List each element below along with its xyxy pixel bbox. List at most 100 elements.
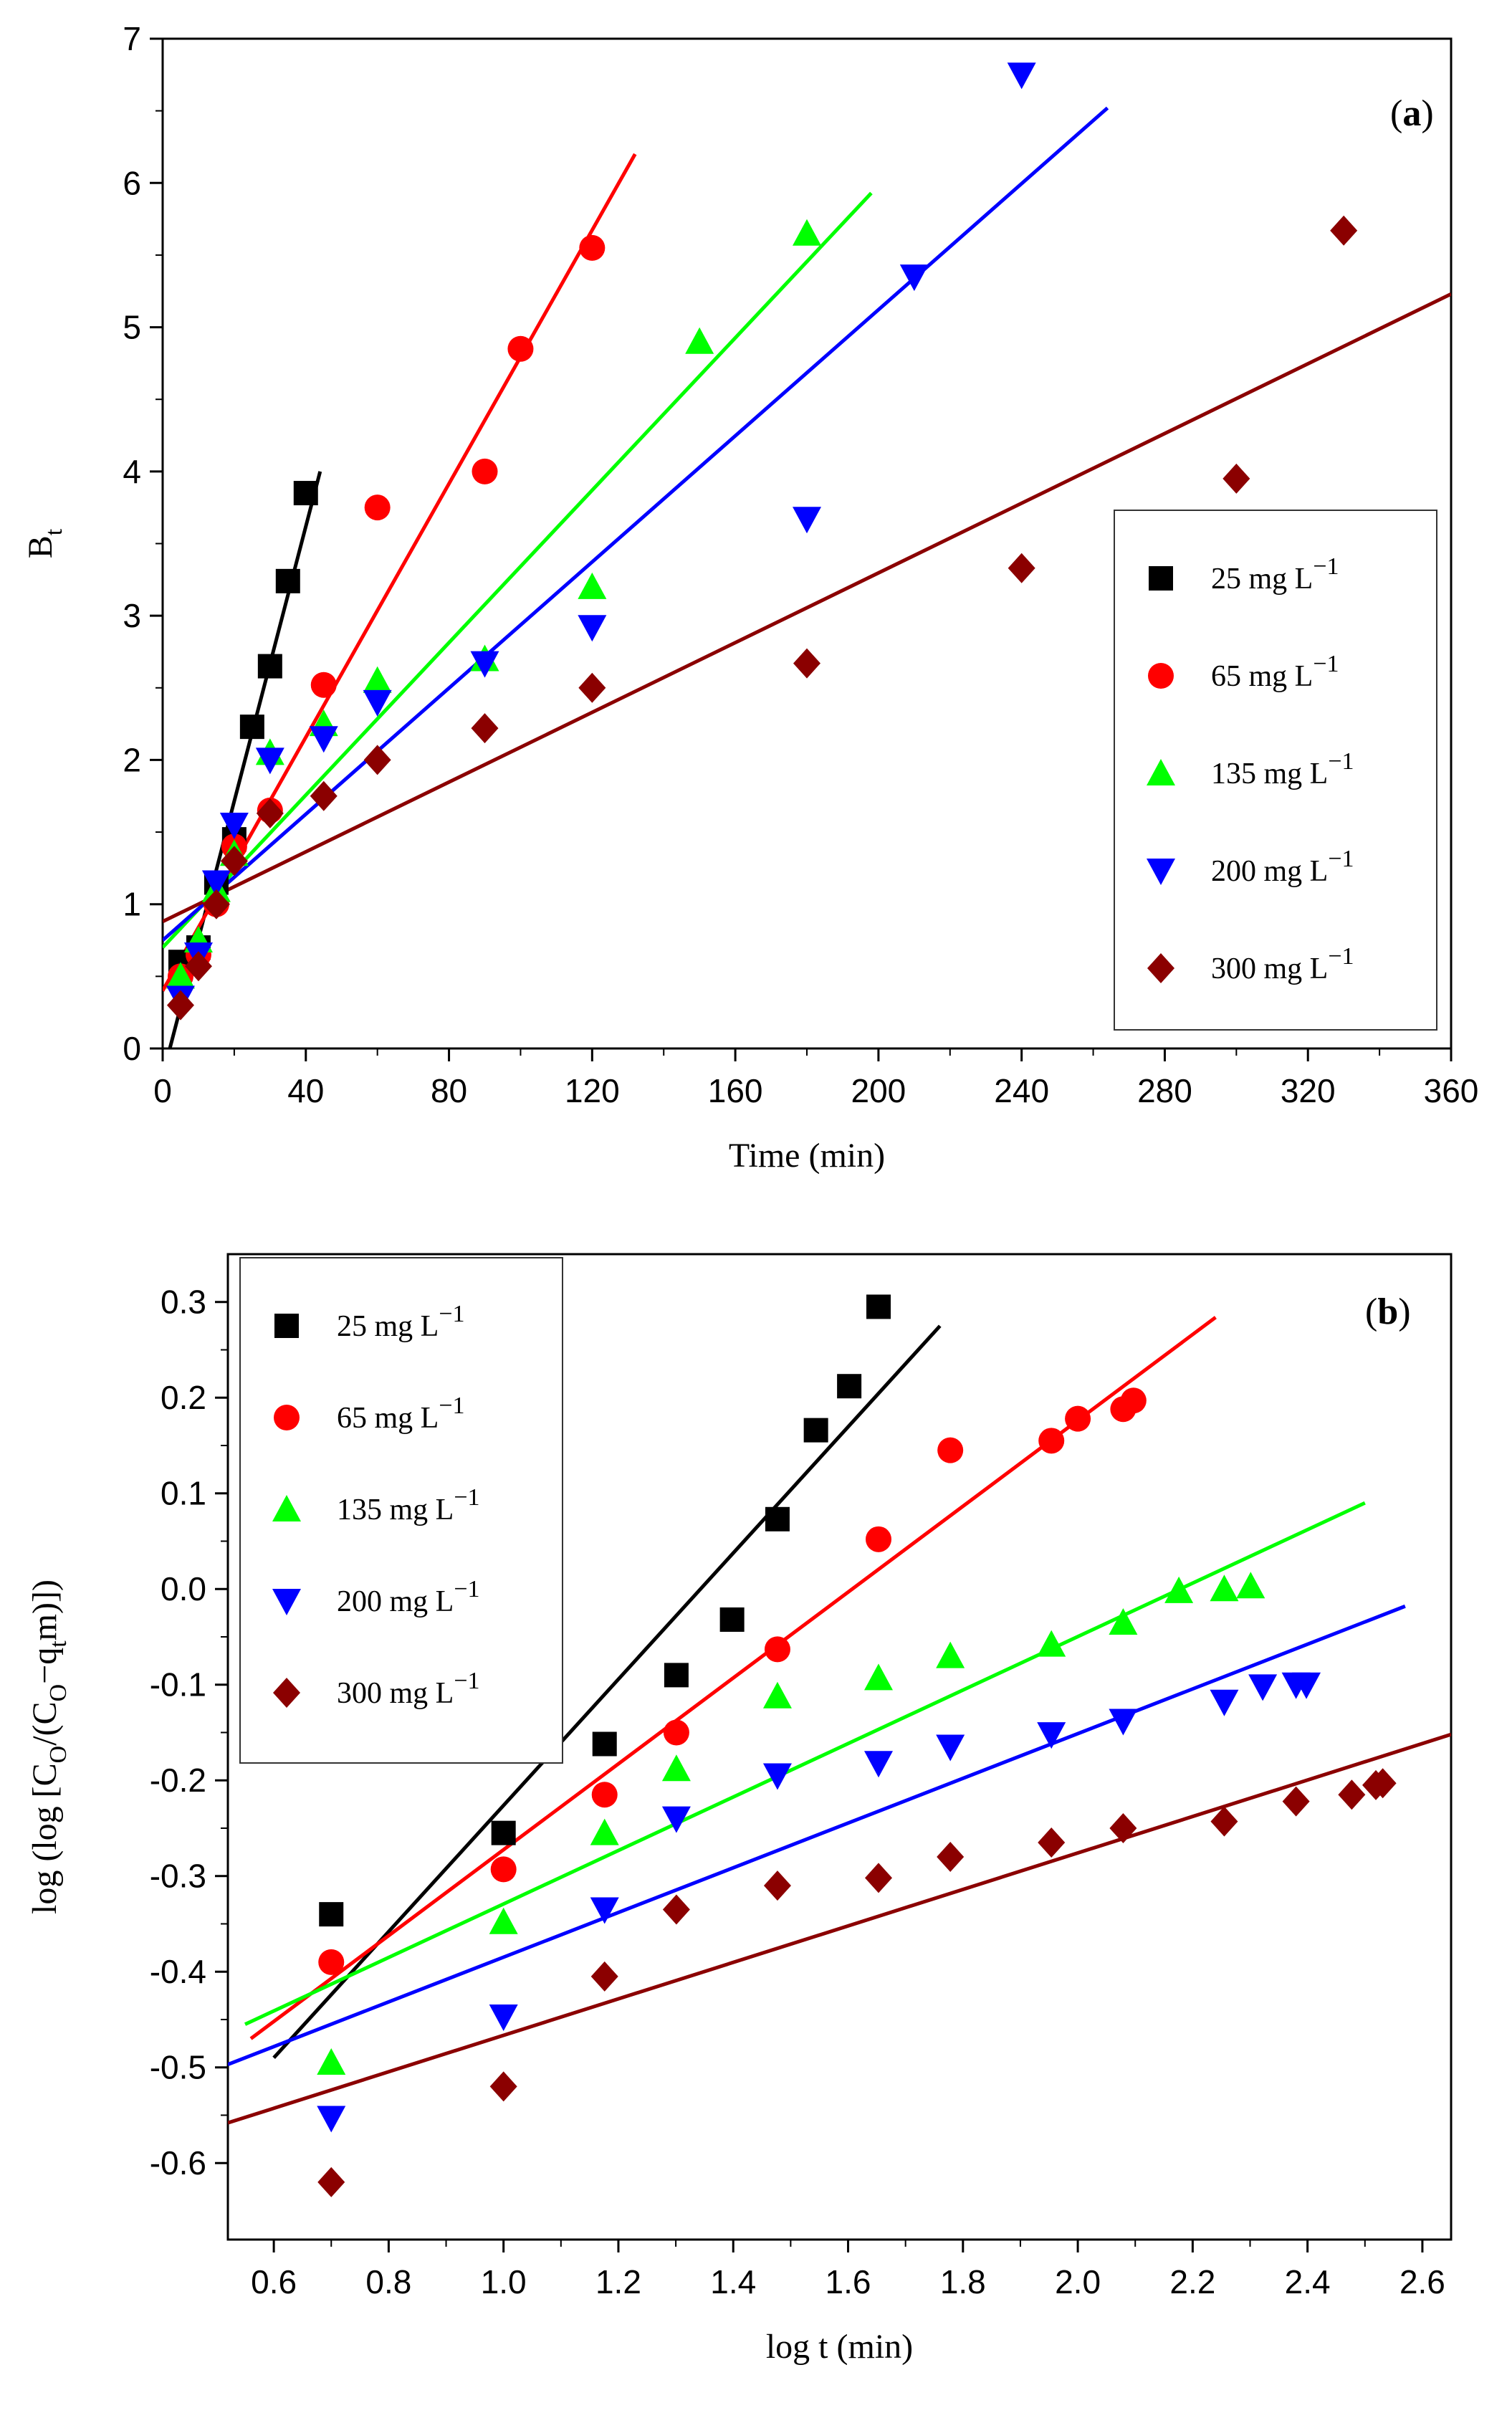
x-tick-label: 160 [708,1072,763,1109]
x-tick-label: 1.2 [595,2263,641,2300]
data-point [256,798,284,828]
data-point [319,1902,344,1927]
y-axis-title: Bt [21,528,67,558]
data-point [1210,1806,1238,1837]
x-tick-label: 1.8 [940,2263,986,2300]
x-tick-label: 200 [851,1072,906,1109]
data-point [578,615,607,642]
x-tick-label: 2.4 [1285,2263,1331,2300]
y-axis-title: log (log [CO/(CO−qtm)]) [26,1580,72,1914]
data-point [663,1719,689,1746]
y-tick-label: 0.3 [161,1284,206,1321]
data-point [363,689,392,717]
data-point [661,1806,691,1833]
legend-entry: 135 mg L−1 [337,1484,480,1526]
data-point [489,2004,518,2031]
chart-panel-b: 0.6 0.8 1.0 1.2 1.4 1.6 1.8 2.0 2.2 2.4 2.6 -0.6 -0.… [26,1253,1453,2366]
legend-marker [274,1405,300,1430]
fit-line-200-mg-l [228,1604,1406,2067]
y-tick-label: 0.2 [161,1379,206,1416]
x-tick-label: 40 [287,1072,324,1109]
legend-entry: 25 mg L−1 [1211,553,1339,596]
data-point [1222,463,1250,494]
data-point [310,780,338,811]
data-point [1210,1689,1239,1716]
y-tick-label: -0.5 [150,2049,206,2086]
x-tick-label: 360 [1424,1072,1479,1109]
y-tick-label: 6 [123,164,141,201]
y-tick-label: 1 [123,886,141,923]
legend-marker [273,1678,300,1708]
data-point [166,990,194,1021]
legend-marker [272,1495,301,1521]
data-point [1236,1572,1265,1599]
data-point [1120,1387,1147,1414]
data-point [661,1754,691,1782]
x-tick-label: 240 [994,1072,1049,1109]
data-point [471,713,499,744]
legend-marker [1147,859,1175,885]
data-point [166,962,195,989]
y-tick-label: 3 [123,597,141,634]
legend-marker [274,1314,299,1338]
data-point [1109,1607,1138,1635]
data-point [489,1907,518,1934]
legend-entry: 65 mg L−1 [1211,651,1339,693]
data-point [318,1949,345,1975]
x-tick-label: 1.6 [826,2263,871,2300]
data-point [662,1894,690,1925]
data-point [899,264,929,292]
data-point [864,1863,892,1893]
data-point [793,648,820,679]
legend-marker [1148,663,1174,689]
x-tick-label: 0.6 [251,2263,297,2300]
data-point [1292,1672,1321,1699]
data-point [489,2071,517,2102]
data-point [1369,1768,1397,1799]
y-tick-label: -0.6 [150,2144,206,2182]
data-point [837,1374,862,1399]
y-tick-label: -0.2 [150,1762,206,1799]
y-tick-label: -0.4 [150,1953,206,1990]
panel-label: (a) [1390,93,1434,134]
data-point [763,1870,791,1901]
fit-line-300-mg-l [228,1732,1451,2125]
y-tick-label: 0.1 [161,1475,206,1512]
data-point [507,335,534,362]
panel-label: (b) [1365,1291,1411,1332]
x-tick-label: 1.0 [481,2263,527,2300]
data-point [793,219,821,246]
legend: 25 mg L−1 65 mg L−1 135 mg L−1 200 mg L−1 30… [1114,510,1437,1031]
data-point [1007,62,1036,90]
x-tick-label: 2.6 [1399,2263,1445,2300]
legend-marker [272,1589,301,1615]
legend: 25 mg L−1 65 mg L−1 135 mg L−1 200 mg L−1 30… [239,1257,563,1764]
data-point [863,1663,893,1691]
legend-entry: 200 mg L−1 [1211,846,1354,888]
data-point [1164,1576,1194,1603]
x-axis-title: Time (min) [729,1137,885,1175]
data-point [590,1961,618,1992]
data-point [1037,1722,1066,1749]
legend-entry: 135 mg L−1 [1211,748,1354,790]
data-point [202,889,230,919]
data-point [1109,1812,1137,1843]
legend-entry: 65 mg L−1 [337,1392,465,1435]
y-tick-label: 0.0 [161,1570,206,1607]
data-point [765,1506,790,1532]
data-point [1008,553,1035,583]
data-point [590,1818,619,1845]
data-point [865,1526,891,1552]
data-point [793,507,821,534]
data-point [317,2048,346,2075]
x-tick-label: 80 [431,1072,467,1109]
data-point [762,1763,792,1790]
data-point [1282,1786,1310,1817]
legend-entry: 200 mg L−1 [337,1576,480,1618]
data-point [1037,1630,1066,1657]
x-tick-label: 320 [1281,1072,1336,1109]
fit-line-300-mg-l [163,292,1451,924]
x-tick-label: 2.0 [1055,2263,1101,2300]
legend-marker [1149,566,1173,591]
